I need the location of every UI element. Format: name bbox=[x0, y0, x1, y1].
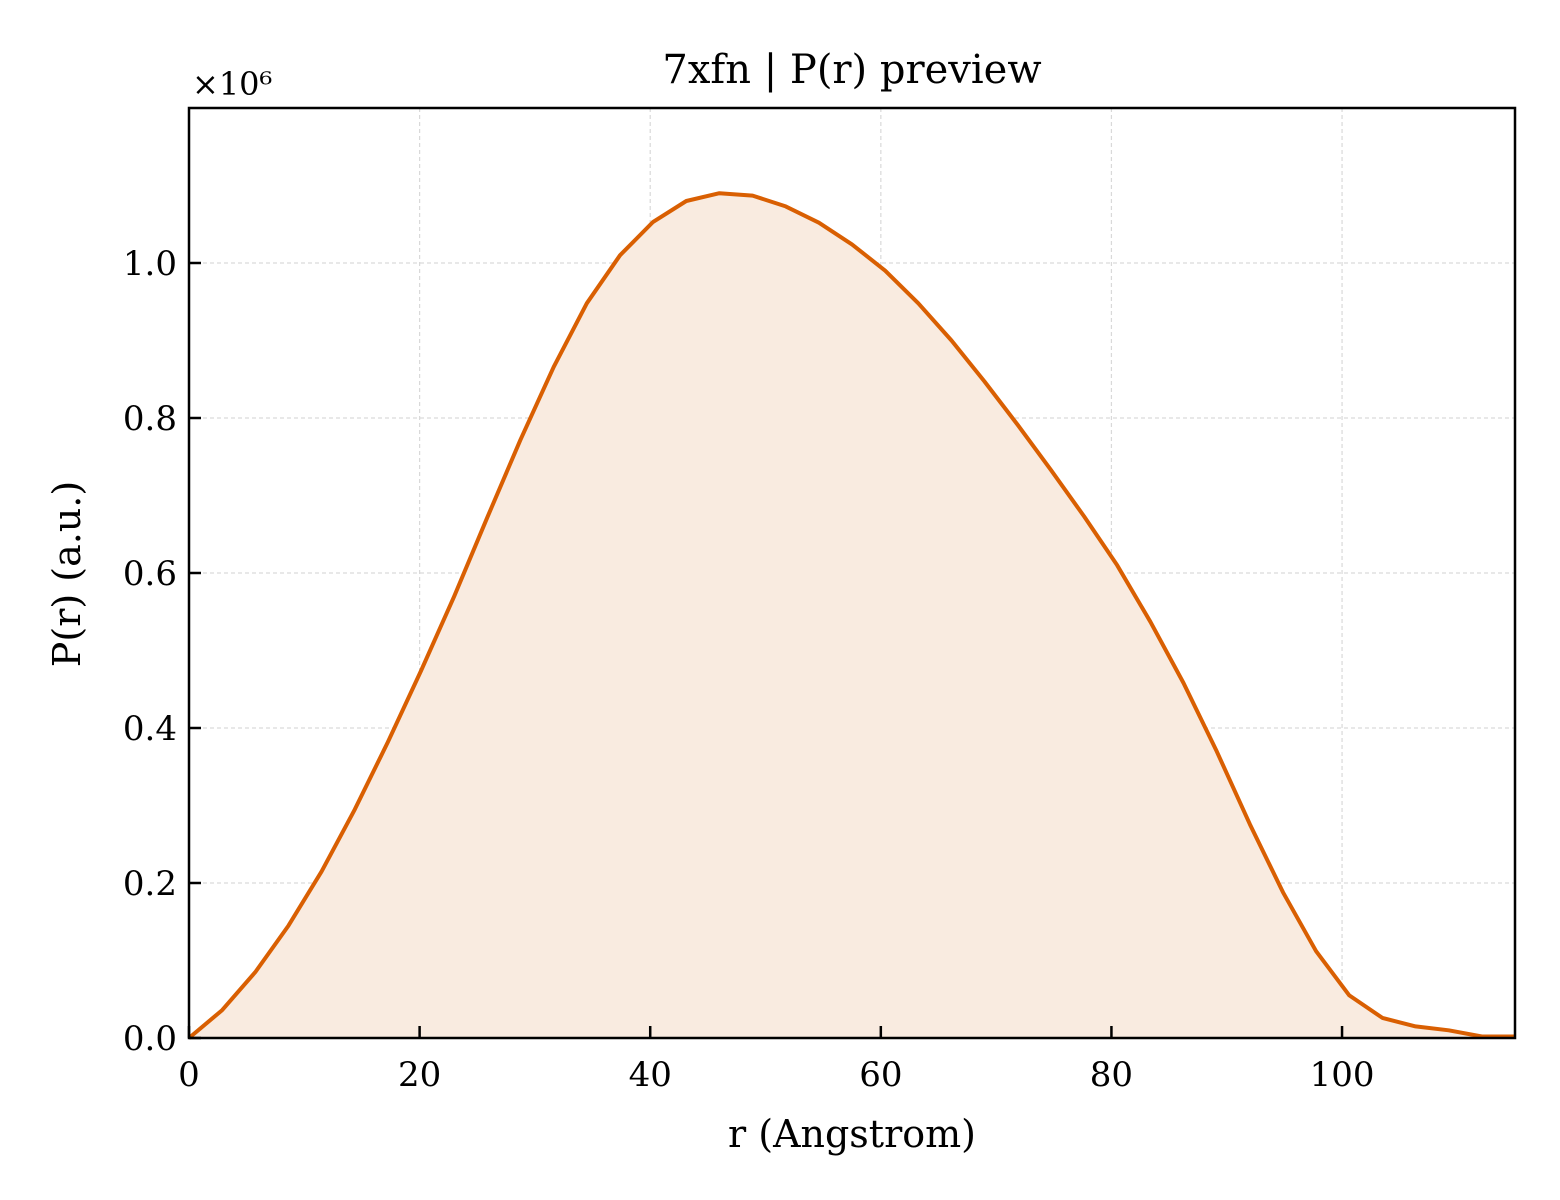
x-tick-label: 100 bbox=[1310, 1055, 1375, 1095]
y-tick-label: 0.0 bbox=[123, 1019, 177, 1059]
y-tick-label: 0.4 bbox=[123, 709, 177, 749]
x-tick-label: 80 bbox=[1090, 1055, 1133, 1095]
y-axis-label: P(r) (a.u.) bbox=[45, 481, 89, 667]
distribution-line bbox=[187, 191, 1515, 1040]
x-axis-label: r (Angstrom) bbox=[728, 1112, 976, 1156]
y-tick-label: 0.8 bbox=[123, 399, 177, 439]
ticks: 0 20 40 60 80 100 0.0 0.2 0.4 0.6 0.8 1.0 bbox=[123, 244, 1375, 1095]
y-tick-label: 0.2 bbox=[123, 864, 177, 904]
chart-title: 7xfn | P(r) preview bbox=[662, 47, 1041, 93]
distribution-area bbox=[189, 193, 1515, 1038]
x-tick-label: 0 bbox=[178, 1055, 200, 1095]
x-tick-label: 60 bbox=[859, 1055, 902, 1095]
y-axis-multiplier: ×10⁶ bbox=[192, 65, 272, 103]
x-tick-label: 20 bbox=[398, 1055, 441, 1095]
y-tick-label: 1.0 bbox=[123, 244, 177, 284]
y-tick-label: 0.6 bbox=[123, 554, 177, 594]
x-tick-label: 40 bbox=[629, 1055, 672, 1095]
